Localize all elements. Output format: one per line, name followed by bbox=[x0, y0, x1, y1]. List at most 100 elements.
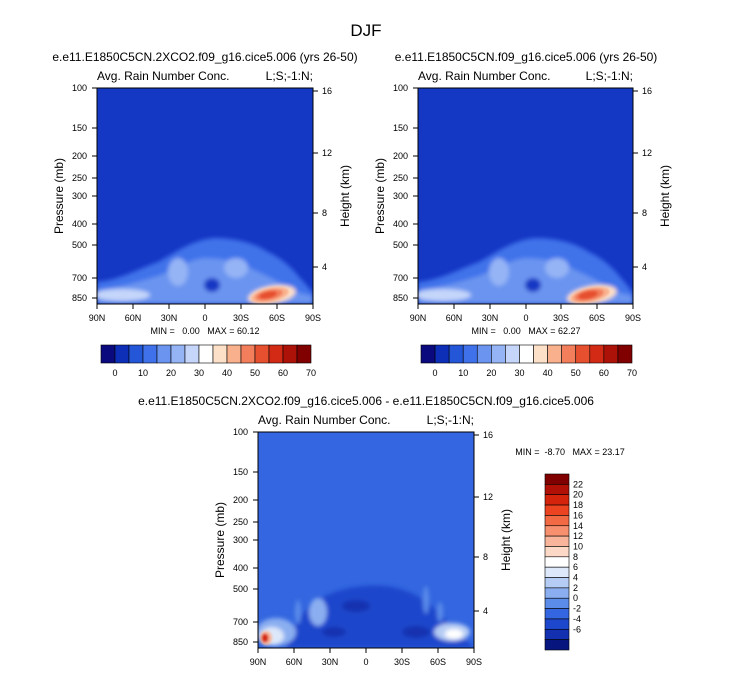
colorbar-label: 50 bbox=[571, 368, 581, 378]
colorbar-label: 4 bbox=[573, 573, 578, 583]
panel-3-xtick: 30N bbox=[322, 657, 339, 667]
panel-3-y-tick-marks bbox=[253, 431, 258, 643]
panel-2-ytick: 300 bbox=[393, 191, 408, 201]
colorbar-label: -4 bbox=[573, 614, 581, 624]
panel-2-ytick: 850 bbox=[393, 293, 408, 303]
colorbar-label: 0 bbox=[433, 368, 438, 378]
colorbar-swatch bbox=[544, 577, 570, 589]
panel-1-xtick: 30N bbox=[161, 313, 178, 323]
panel-1-plot-field bbox=[97, 88, 313, 304]
colorbar-label: 22 bbox=[573, 479, 583, 489]
colorbar-label: 20 bbox=[573, 490, 583, 500]
panel-3-ytick-right: 4 bbox=[483, 606, 488, 616]
panel-2-ytick: 150 bbox=[393, 123, 408, 133]
colorbar-swatch bbox=[544, 608, 570, 620]
colorbar-swatch bbox=[268, 344, 284, 364]
panel-2-x-ticks: 90N 60N 30N 0 30S 60S 90S bbox=[410, 304, 641, 323]
colorbar-label: 2 bbox=[573, 583, 578, 593]
panel-3-y-ticks: 100 150 200 250 300 400 500 700 850 bbox=[233, 427, 248, 647]
panel-1-ytick: 400 bbox=[72, 219, 87, 229]
panel-2-pale-band-left bbox=[418, 289, 471, 301]
panel-2-subtitle-right: L;S;-1:N; bbox=[586, 69, 633, 83]
panel-1-minmax: MIN = 0.00 MAX = 60.12 bbox=[150, 326, 259, 336]
colorbar-swatch bbox=[544, 525, 570, 537]
colorbar-swatch bbox=[547, 344, 562, 364]
panel-2: e.e11.E1850C5CN.f09_g16.cice5.006 (yrs 2… bbox=[373, 50, 672, 378]
colorbar-swatch bbox=[212, 344, 228, 364]
colorbar-swatch bbox=[296, 344, 312, 364]
colorbar-swatch bbox=[544, 535, 570, 547]
colorbar-swatch bbox=[544, 628, 570, 640]
panel-3-title: e.e11.E1850C5CN.2XCO2.f09_g16.cice5.006 … bbox=[138, 394, 594, 408]
colorbar-label: 10 bbox=[138, 368, 148, 378]
panel-3-xtick: 30S bbox=[394, 657, 410, 667]
colorbar-swatch bbox=[544, 597, 570, 609]
panel-1-xtick: 90S bbox=[305, 313, 321, 323]
panel-1-xtick: 0 bbox=[202, 313, 207, 323]
panel-1-pale-band-mid bbox=[168, 258, 188, 286]
panel-2-xtick: 30S bbox=[553, 313, 569, 323]
panel-1-max-core bbox=[251, 287, 289, 303]
panel-1-hole-center bbox=[204, 278, 220, 292]
colorbar-swatch bbox=[491, 344, 506, 364]
panel-2-minmax: MIN = 0.00 MAX = 62.27 bbox=[471, 326, 580, 336]
panel-1-ylabel-right: Height (km) bbox=[338, 165, 352, 227]
colorbar-swatch bbox=[544, 639, 570, 651]
colorbar-label: 8 bbox=[573, 552, 578, 562]
colorbar-label: -6 bbox=[573, 624, 581, 634]
panel-3-subtitle-right: L;S;-1:N; bbox=[427, 413, 474, 427]
panel-2-ytick-right: 8 bbox=[642, 208, 647, 218]
panel-3-right-ticks: 16 12 8 4 bbox=[474, 430, 493, 616]
panel-3-max-core bbox=[260, 631, 272, 645]
panel-3-ytick: 500 bbox=[233, 584, 248, 594]
colorbar-label: 40 bbox=[543, 368, 553, 378]
colorbar-swatch bbox=[198, 344, 214, 364]
panel-1-ytick-right: 12 bbox=[322, 148, 332, 158]
panel-1-ytick-right: 16 bbox=[322, 86, 332, 96]
colorbar-swatch bbox=[544, 504, 570, 516]
panel-1: e.e11.E1850C5CN.2XCO2.f09_g16.cice5.006 … bbox=[52, 50, 358, 378]
panel-1-right-ticks: 16 12 8 4 bbox=[313, 86, 332, 272]
colorbar-swatch bbox=[617, 344, 633, 364]
colorbar-label: -2 bbox=[573, 604, 581, 614]
colorbar-label: 50 bbox=[250, 368, 260, 378]
panel-3-ytick: 250 bbox=[233, 517, 248, 527]
panel-2-ytick: 400 bbox=[393, 219, 408, 229]
panel-3-xtick: 0 bbox=[363, 657, 368, 667]
panel-1-ytick: 850 bbox=[72, 293, 87, 303]
colorbar-swatch bbox=[544, 556, 570, 568]
colorbar-swatch bbox=[434, 344, 450, 364]
panel-1-ytick: 300 bbox=[72, 191, 87, 201]
colorbar-swatch bbox=[544, 587, 570, 599]
panel-3-xtick: 90S bbox=[466, 657, 482, 667]
panel-1-ytick-right: 8 bbox=[322, 208, 327, 218]
panel-3-ytick-right: 12 bbox=[483, 492, 493, 502]
panel-2-xtick: 90N bbox=[410, 313, 427, 323]
colorbar-swatch bbox=[544, 494, 570, 506]
colorbar-swatch bbox=[505, 344, 520, 364]
colorbar-swatch bbox=[544, 515, 570, 527]
panel-1-ytick: 500 bbox=[72, 240, 87, 250]
colorbar-swatch bbox=[448, 344, 464, 364]
panel-2-right-ticks: 16 12 8 4 bbox=[633, 86, 652, 272]
panel-3-ytick: 300 bbox=[233, 535, 248, 545]
colorbar-label: 40 bbox=[222, 368, 232, 378]
panel-3-ytick: 200 bbox=[233, 495, 248, 505]
panel-3-pos-right-inner bbox=[445, 629, 463, 639]
panel-3-pos-mid bbox=[309, 598, 327, 626]
panel-2-ytick: 200 bbox=[393, 151, 408, 161]
panel-2-xtick: 60N bbox=[446, 313, 463, 323]
panel-2-hole-center bbox=[525, 278, 541, 292]
panel-3-minmax: MIN = -8.70 MAX = 23.17 bbox=[515, 447, 625, 457]
panel-3-ytick: 400 bbox=[233, 563, 248, 573]
panel-3-ytick: 100 bbox=[233, 427, 248, 437]
panel-1-ylabel: Pressure (mb) bbox=[52, 158, 66, 234]
colorbar-swatch bbox=[544, 473, 570, 485]
panel-3-x-ticks: 90N 60N 30N 0 30S 60S 90S bbox=[250, 648, 482, 667]
panel-3-xtick: 60S bbox=[430, 657, 446, 667]
panel-3-xtick: 60N bbox=[286, 657, 303, 667]
panel-1-subtitle-right: L;S;-1:N; bbox=[266, 69, 313, 83]
colorbar-label: 10 bbox=[573, 541, 583, 551]
panel-3-streak-3 bbox=[437, 602, 443, 622]
panel-3-plot-field bbox=[258, 432, 474, 648]
